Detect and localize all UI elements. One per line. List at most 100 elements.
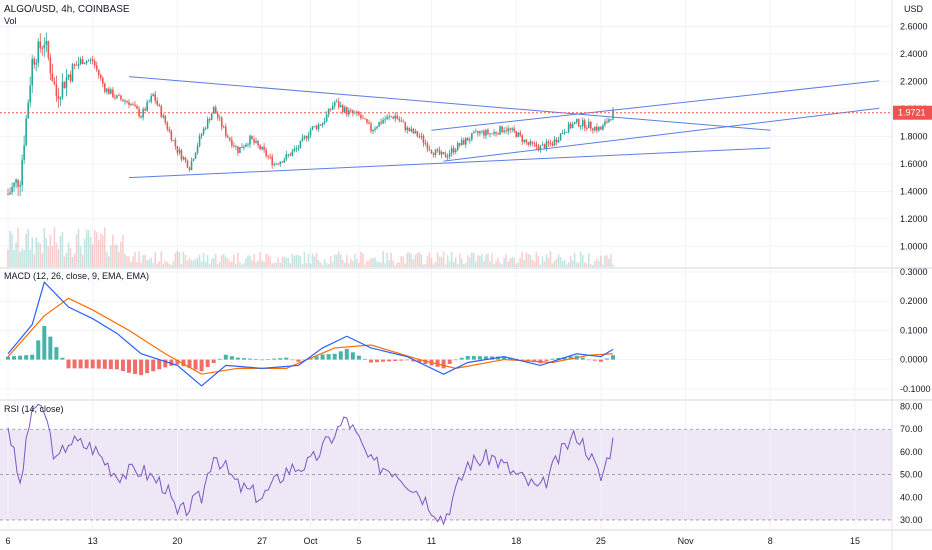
candle-body [154,94,157,101]
macd-histogram-bar [205,359,210,368]
volume-bar [509,258,511,267]
volume-bar [53,227,56,267]
volume-bar [422,264,425,267]
volume-bar [348,263,350,267]
candle-body [354,112,356,114]
candle-body [436,149,439,151]
price-axis[interactable]: 2.60002.40002.20002.00001.80001.60001.40… [900,21,928,251]
volume-bar [513,257,515,267]
volume-bar [75,234,78,267]
macd-histogram-bar [163,359,168,368]
volume-bar [184,255,187,267]
volume-bar [352,260,354,267]
macd-histogram-bar [90,359,95,369]
candle-body [17,179,19,187]
volume-bar [89,236,92,267]
candle-body [527,142,530,145]
macd-histogram-bar [145,359,150,374]
volume-bar [356,259,358,267]
macd-histogram-bar [290,359,295,361]
time-axis[interactable]: 6 13 20 27 Oct 5 11 18 25 Nov 8 15 [5,536,860,546]
macd-histogram-bar [272,358,277,360]
volume-bar [410,253,413,267]
volume-bar [255,262,257,267]
volume-bar [394,264,396,267]
rsi-tick-label: 80.00 [900,402,923,412]
volume-bar [148,259,150,267]
macd-histogram-bar [284,357,289,360]
trendlines[interactable] [128,76,880,179]
volume-bar [511,257,513,267]
volume-bar [69,248,72,267]
macd-histogram-bar [332,353,337,360]
volume-bars [7,227,614,267]
candle-body [106,88,108,92]
volume-bar [225,256,227,267]
time-tick-label: 25 [596,536,606,546]
macd-histogram-bar [611,355,615,360]
candle-body [392,116,394,119]
candle-body [305,136,308,139]
macd-histogram-bar [350,352,355,360]
volume-bar [47,246,50,267]
candle-body [116,95,118,98]
volume-bar [297,255,300,267]
volume-bar [406,252,409,267]
candle-body [561,133,564,134]
volume-bar [85,229,88,267]
candle-body [432,153,435,156]
volume-bar [529,254,532,267]
volume-bar [408,252,411,267]
candle-body [273,164,275,166]
candle-body [49,57,52,74]
candle-body [430,150,433,154]
candle-body [422,135,425,144]
volume-bar [539,264,542,267]
macd-histogram-bar [598,359,603,362]
candle-body [69,74,72,81]
macd-histogram-bar [30,354,35,360]
volume-bar [493,264,495,267]
rsi-axis[interactable]: 80.00 70.00 60.00 50.00 40.00 30.00 [900,402,923,525]
candle-body [309,129,312,136]
macd-histogram-bar [108,359,113,370]
macd-axis[interactable]: 0.3000 0.2000 0.1000 0.0000 -0.1000 [900,267,931,394]
candle-body [271,156,273,166]
volume-bar [327,264,330,267]
volume-bar [23,250,25,267]
volume-bar [583,262,586,267]
candle-body [398,118,401,121]
volume-bar [220,255,223,267]
candle-body [15,179,17,183]
candle-body [321,123,324,126]
macd-histogram-bar [544,359,549,361]
volume-bar [186,260,189,267]
symbol-title: ALGO/USD, 4h, COINBASE [4,4,130,15]
volume-bar [606,255,608,267]
candle-body [136,105,138,109]
volume-bar [430,257,433,267]
macd-line [7,281,614,387]
volume-bar [247,255,249,267]
candle-body [378,122,380,127]
volume-bar [523,259,526,267]
volume-bar [339,254,342,267]
volume-bar [454,257,457,267]
candle-body [118,95,120,97]
volume-bar [448,261,451,267]
volume-bar [176,251,179,267]
volume-bar [398,262,401,267]
volume-bar [31,237,33,267]
rsi-label: RSI (14, close) [4,404,64,414]
candle-body [523,139,526,142]
volume-bar [7,249,9,267]
volume-bar [577,262,580,267]
candle-body [549,143,552,145]
volume-bar [25,233,27,267]
volume-bar [269,256,271,267]
volume-bar [35,237,38,267]
candle-body [585,128,588,129]
macd-histogram-bar [235,357,240,360]
